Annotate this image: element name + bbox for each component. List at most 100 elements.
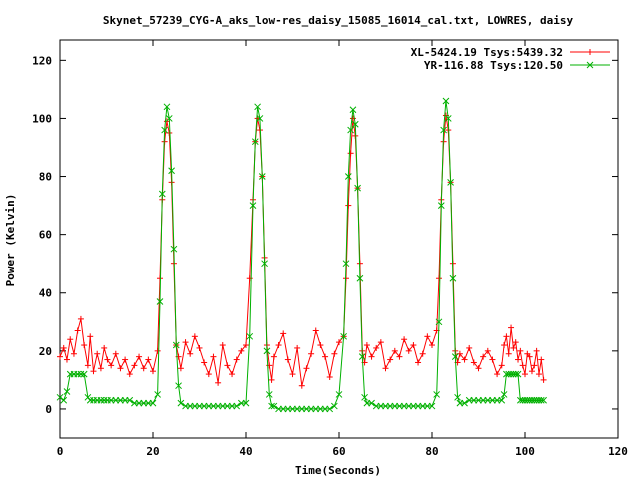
data-point [447,178,454,186]
data-point [340,332,348,340]
data-point [90,368,97,375]
legend-marker [586,61,594,69]
data-point [74,327,81,334]
data-point [356,274,364,282]
data-point [303,365,310,372]
data-point [514,370,522,378]
data-point [294,344,301,351]
data-point [349,106,357,114]
data-point [246,275,253,282]
data-point [466,344,473,351]
data-point [484,347,491,354]
data-point [429,342,435,349]
data-point [154,391,162,398]
data-point [175,382,182,390]
data-point [163,103,171,111]
series-layer [56,97,547,413]
data-point [170,245,178,253]
data-point [435,318,443,326]
data-point [251,138,259,146]
data-point [67,336,74,343]
data-point [168,167,175,175]
data-point [454,393,461,401]
data-point [60,396,68,404]
data-point [149,399,157,407]
data-point [377,339,384,346]
data-point [537,396,545,404]
data-point [437,202,445,209]
y-axis-label: Power (Kelvin) [4,194,17,287]
data-point [415,359,422,366]
data-point [254,103,261,111]
data-point [331,350,338,357]
data-point [275,342,282,349]
data-point [489,356,496,363]
data-point [205,371,212,378]
data-point [243,342,249,349]
series-2 [56,97,547,413]
data-point [510,344,517,351]
data-point [84,362,91,369]
data-point [117,365,124,372]
data-point [322,353,329,360]
data-point [242,399,250,407]
data-point [494,371,501,378]
data-point [140,365,147,372]
data-point [519,362,526,369]
data-point [131,362,138,369]
y-tick-label: 20 [39,345,52,358]
data-point [177,399,185,407]
data-point [265,391,273,398]
data-point [308,350,315,357]
data-point [540,376,547,383]
data-point [444,115,452,122]
data-point [512,339,519,346]
data-point [451,353,459,361]
data-point [86,396,94,404]
data-point [503,333,510,340]
data-point [531,362,538,369]
data-point [368,353,375,360]
data-point [201,359,208,366]
data-point [345,202,352,209]
data-point [410,342,417,349]
series-line [59,100,544,410]
data-point [261,260,268,268]
data-point [112,350,119,357]
data-point [154,347,161,354]
data-point [256,115,264,122]
data-point [354,184,361,192]
data-point [177,365,184,372]
data-point [81,342,88,349]
data-point [87,333,94,340]
data-point [268,402,275,410]
x-axis-label: Time(Seconds) [295,464,381,477]
data-point [347,150,354,157]
x-tick-label: 120 [608,445,628,458]
data-point [335,391,343,398]
data-point [298,382,305,389]
data-point [498,362,505,369]
data-point [336,339,342,346]
data-point [500,391,508,398]
data-point [97,396,105,404]
data-point [405,347,412,354]
data-point [219,342,226,349]
data-point [165,115,173,122]
data-point [70,350,77,357]
x-axis: 0 20 40 60 80 100 120 [57,40,628,458]
y-tick-label: 60 [39,229,52,242]
data-point [461,356,468,363]
y-tick-label: 40 [39,287,52,300]
y-axis: 0 20 40 60 80 100 120 [32,54,618,416]
legend-label: YR-116.88 Tsys:120.50 [424,59,563,72]
data-point [233,356,240,363]
data-point [505,350,512,357]
data-point [373,344,380,351]
x-tick-label: 40 [239,445,252,458]
data-point [470,359,477,366]
data-point [108,362,115,369]
data-point [268,376,275,383]
y-tick-label: 100 [32,112,52,125]
